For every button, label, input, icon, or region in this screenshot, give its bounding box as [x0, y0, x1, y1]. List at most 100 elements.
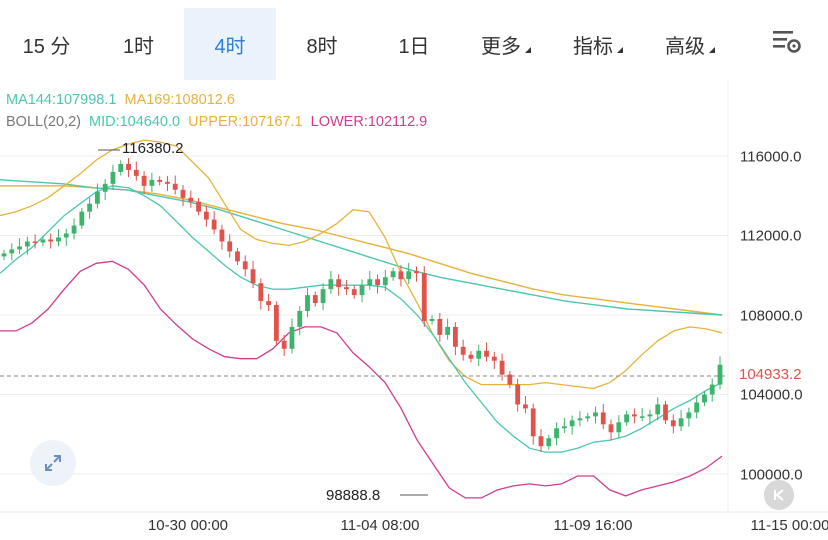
- y-tick-label: 100000.0: [740, 466, 803, 484]
- candle-up: [554, 428, 559, 439]
- candle-up: [390, 271, 396, 278]
- candle-up: [561, 426, 567, 429]
- x-tick-label: 11-15 00:00: [750, 517, 828, 534]
- candle-up: [1, 253, 7, 257]
- boll-label: BOLL(20,2): [6, 114, 81, 130]
- candle-up: [118, 163, 124, 172]
- candle-up: [79, 211, 85, 226]
- tab-4h[interactable]: 4时: [184, 8, 276, 80]
- candle-up: [367, 279, 373, 286]
- tab-label: 1日: [398, 35, 430, 58]
- candle-down: [414, 271, 419, 274]
- candle-up: [717, 364, 723, 385]
- tab-more[interactable]: 更多: [460, 8, 552, 80]
- candle-up: [429, 318, 435, 321]
- candle-down: [235, 251, 240, 262]
- candle-down: [250, 269, 256, 284]
- candle-up: [17, 246, 22, 250]
- candle-up: [24, 241, 30, 247]
- scroll-to-latest-button[interactable]: [764, 480, 794, 510]
- candle-down: [273, 305, 279, 341]
- tab-8h[interactable]: 8时: [276, 8, 368, 80]
- candle-down: [203, 211, 209, 220]
- ma144-line: [0, 179, 723, 316]
- y-tick-label: 108000.0: [740, 307, 803, 325]
- candle-down: [172, 183, 178, 190]
- candle-down: [219, 229, 225, 242]
- x-tick-label: 11-04 08:00: [340, 517, 420, 534]
- y-tick-label: 116000.0: [740, 148, 802, 166]
- candle-up: [569, 420, 575, 427]
- candle-down: [312, 295, 318, 304]
- candle-down: [141, 175, 147, 186]
- candle-up: [476, 350, 482, 359]
- candle-down: [242, 261, 248, 270]
- candle-down: [32, 241, 38, 243]
- candle-up: [305, 295, 310, 312]
- candle-down: [468, 354, 474, 359]
- candle-down: [258, 283, 264, 302]
- tab-1d[interactable]: 1日: [368, 8, 460, 80]
- candle-up: [624, 414, 630, 423]
- candle-up: [577, 418, 583, 421]
- tab-label: 4时: [214, 35, 246, 58]
- low-price-marker: 98888.8: [326, 487, 381, 504]
- expand-icon: [45, 455, 61, 471]
- boll-mid-value: MID:104640.0: [89, 114, 181, 130]
- last-price-label: 104933.2: [737, 366, 804, 383]
- candle-down: [336, 279, 342, 288]
- candle-up: [9, 249, 15, 254]
- tab-label: 指标: [573, 35, 613, 58]
- candle-down: [670, 420, 676, 427]
- boll-indicator-legend: BOLL(20,2) MID:104640.0 UPPER:107167.1 L…: [6, 114, 431, 130]
- ma169-line: [0, 185, 723, 316]
- candle-up: [445, 326, 451, 335]
- candle-down: [227, 241, 233, 252]
- boll-lower-value: LOWER:102112.9: [310, 114, 428, 130]
- candle-down: [165, 181, 170, 184]
- candle-down: [631, 414, 637, 417]
- tab-advanced[interactable]: 高级: [644, 8, 736, 80]
- candle-up: [655, 404, 661, 415]
- candle-down: [281, 340, 287, 349]
- ma-indicator-legend: MA144:107998.1 MA169:108012.6: [6, 92, 239, 108]
- candle-up: [647, 414, 653, 417]
- ma144-value: MA144:107998.1: [6, 92, 117, 108]
- candle-down: [133, 169, 139, 176]
- candle-up: [678, 418, 684, 427]
- candle-down: [460, 346, 466, 355]
- dropdown-caret-icon: [525, 47, 531, 53]
- jump-to-latest-icon: [774, 489, 784, 501]
- candle-up: [94, 191, 100, 204]
- candle-down: [515, 384, 521, 405]
- candle-down: [608, 424, 614, 433]
- tab-label: 8时: [306, 35, 338, 58]
- candle-up: [616, 422, 622, 433]
- candle-up: [382, 277, 388, 286]
- candle-up: [87, 203, 93, 212]
- ma169-value: MA169:108012.6: [124, 92, 235, 108]
- tab-1h[interactable]: 1时: [93, 8, 184, 80]
- candle-down: [188, 197, 194, 202]
- candle-down: [157, 179, 163, 182]
- tab-indicators[interactable]: 指标: [552, 8, 644, 80]
- timeframe-tab-bar: 15 分 1时 4时 8时 1日 更多 指标 高级: [0, 8, 828, 80]
- boll-upper-line: [0, 139, 723, 390]
- candle-down: [398, 271, 404, 280]
- candle-down: [491, 356, 497, 361]
- candle-down: [196, 201, 201, 212]
- candle-up: [694, 402, 700, 413]
- tab-15m[interactable]: 15 分: [0, 8, 93, 80]
- fullscreen-button[interactable]: [30, 440, 76, 486]
- candle-down: [375, 279, 380, 286]
- chart-settings-icon[interactable]: [772, 28, 802, 56]
- candle-down: [421, 273, 427, 321]
- candle-down: [126, 163, 131, 170]
- candle-down: [538, 436, 544, 447]
- candle-down: [499, 360, 505, 375]
- candle-down: [180, 189, 186, 198]
- candle-up: [102, 183, 108, 192]
- candle-up: [593, 412, 598, 417]
- candle-down: [48, 239, 54, 242]
- candlestick-chart[interactable]: [0, 80, 828, 520]
